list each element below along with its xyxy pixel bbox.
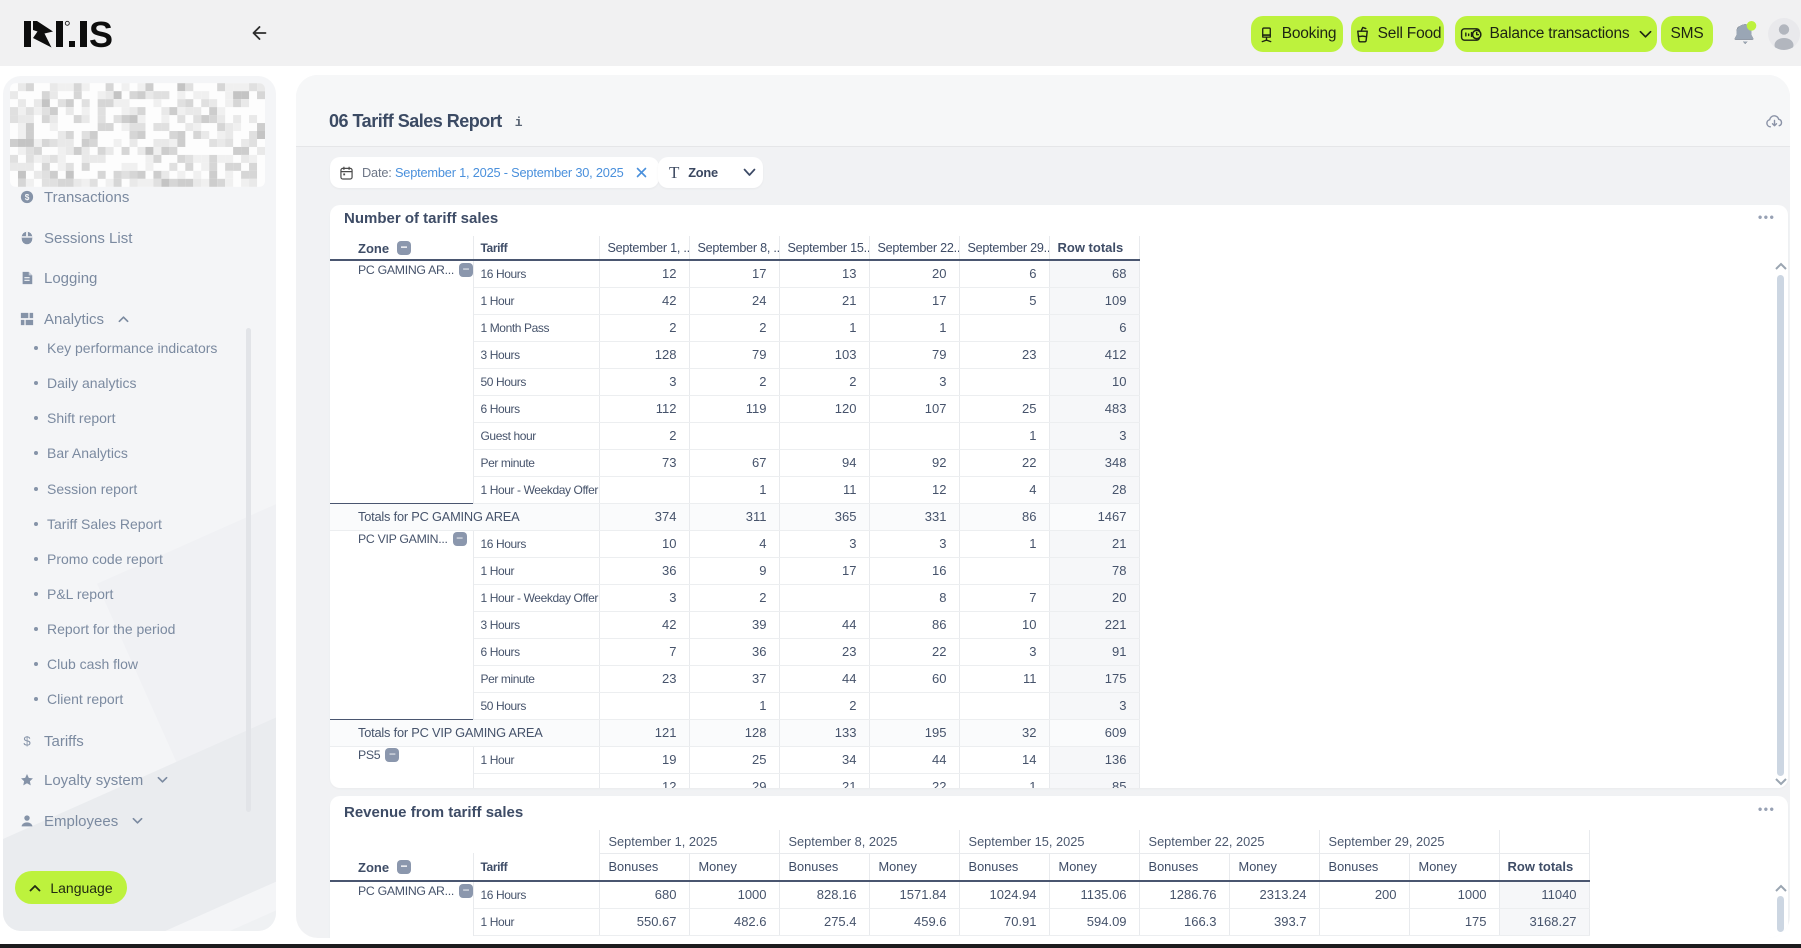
svg-text:$: $ (23, 734, 31, 748)
svg-text:S: S (89, 17, 113, 51)
svg-text:$: $ (25, 192, 30, 202)
